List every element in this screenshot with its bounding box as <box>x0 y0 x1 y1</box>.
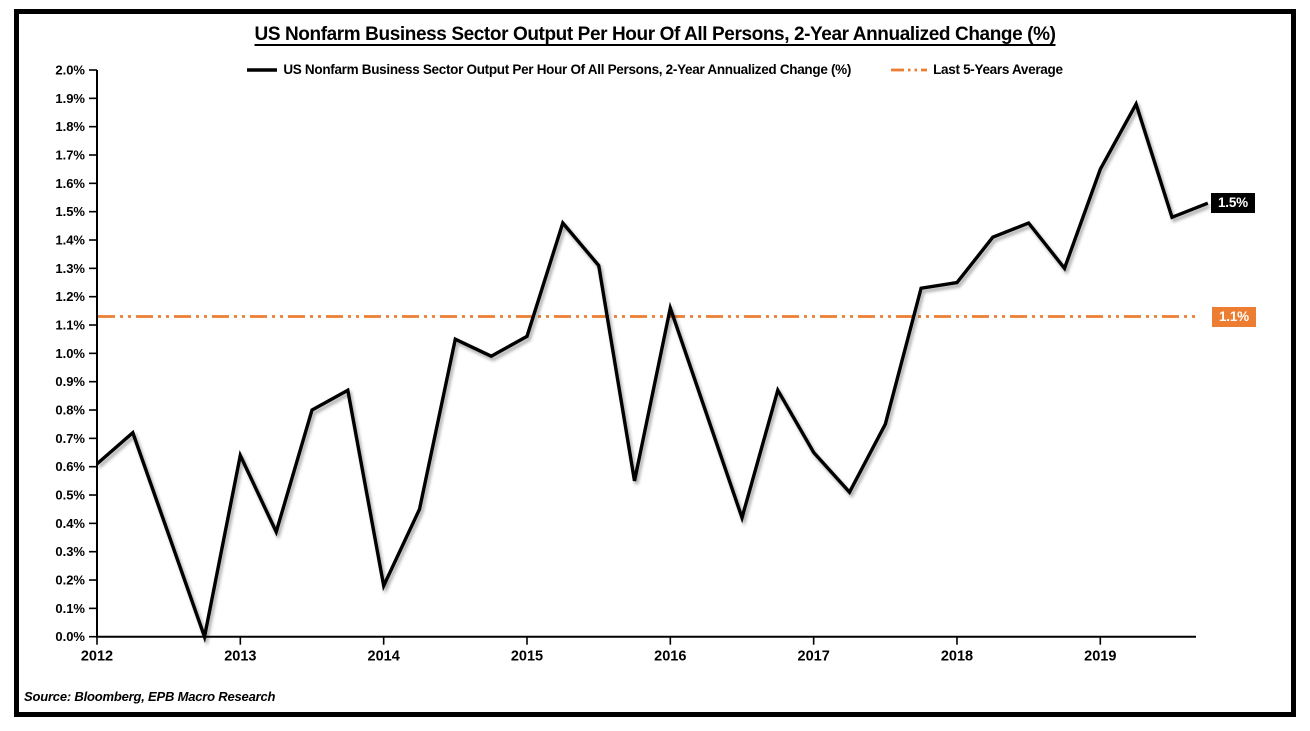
svg-text:2016: 2016 <box>654 649 686 665</box>
legend-series-label: US Nonfarm Business Sector Output Per Ho… <box>283 62 852 77</box>
svg-text:2015: 2015 <box>511 649 543 665</box>
svg-text:2014: 2014 <box>368 649 400 665</box>
svg-text:1.9%: 1.9% <box>55 91 85 106</box>
svg-text:0.6%: 0.6% <box>55 459 85 474</box>
chart-title: US Nonfarm Business Sector Output Per Ho… <box>254 24 1056 45</box>
last-value-label: 1.5% <box>1211 193 1255 213</box>
svg-text:1.3%: 1.3% <box>55 261 85 276</box>
svg-text:0.3%: 0.3% <box>55 544 85 559</box>
x-axis: 2012 2013 2014 2015 2016 2017 2018 2019 <box>81 636 1116 665</box>
legend: US Nonfarm Business Sector Output Per Ho… <box>0 62 1310 77</box>
legend-item-average: Last 5-Years Average <box>891 62 1063 77</box>
chart-frame <box>14 9 1296 717</box>
svg-text:1.7%: 1.7% <box>55 148 85 163</box>
svg-text:0.7%: 0.7% <box>55 431 85 446</box>
svg-text:1.8%: 1.8% <box>55 119 85 134</box>
average-line-swatch-icon <box>891 68 928 71</box>
svg-text:2018: 2018 <box>941 649 973 665</box>
svg-text:1.5%: 1.5% <box>55 204 85 219</box>
svg-text:1.1%: 1.1% <box>55 318 85 333</box>
svg-text:0.1%: 0.1% <box>55 601 85 616</box>
series-line <box>95 99 1209 644</box>
svg-text:2012: 2012 <box>81 649 113 665</box>
svg-text:0.5%: 0.5% <box>55 488 85 503</box>
axis-lines <box>96 70 1196 638</box>
y-axis: 0.0% 0.1% 0.2% 0.3% 0.4% 0.5% 0.6% 0.7% 0.8% 0.9%… <box>55 63 97 644</box>
svg-text:0.0%: 0.0% <box>55 629 85 644</box>
source-note: Source: Bloomberg, EPB Macro Research <box>24 689 276 704</box>
svg-text:2.0%: 2.0% <box>55 63 85 78</box>
svg-text:1.4%: 1.4% <box>55 233 85 248</box>
svg-text:2013: 2013 <box>224 649 256 665</box>
series-line-swatch-icon <box>247 67 278 72</box>
average-value-label: 1.1% <box>1212 307 1256 327</box>
svg-text:0.2%: 0.2% <box>55 573 85 588</box>
svg-text:1.2%: 1.2% <box>55 289 85 304</box>
svg-text:0.9%: 0.9% <box>55 374 85 389</box>
svg-text:2017: 2017 <box>798 649 830 665</box>
svg-text:2019: 2019 <box>1084 649 1116 665</box>
svg-text:0.4%: 0.4% <box>55 516 85 531</box>
legend-average-label: Last 5-Years Average <box>933 62 1063 77</box>
svg-text:1.6%: 1.6% <box>55 176 85 191</box>
svg-text:1.0%: 1.0% <box>55 346 85 361</box>
svg-text:0.8%: 0.8% <box>55 403 85 418</box>
legend-item-series: US Nonfarm Business Sector Output Per Ho… <box>247 62 851 77</box>
